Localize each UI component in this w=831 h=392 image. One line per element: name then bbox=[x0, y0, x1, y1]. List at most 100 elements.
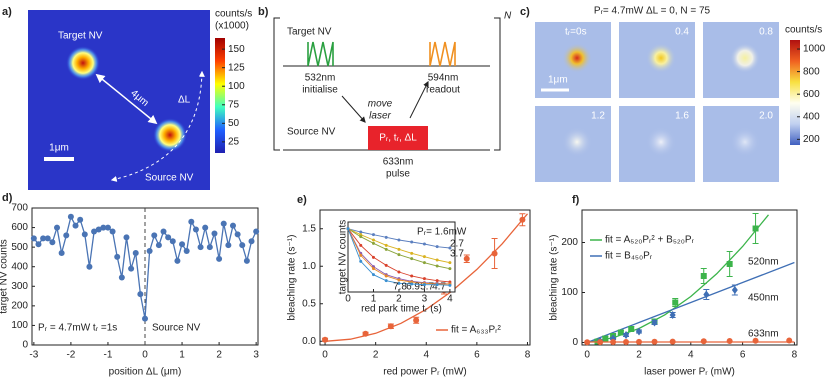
point bbox=[359, 235, 363, 239]
legend-label: 5.7 bbox=[420, 282, 434, 293]
point bbox=[384, 247, 388, 251]
point bbox=[422, 283, 426, 287]
point bbox=[435, 283, 439, 287]
legend-label: fit = B₄₅₀Pᵣ bbox=[605, 251, 653, 262]
point bbox=[703, 290, 710, 299]
point bbox=[410, 251, 414, 255]
frame-label: tᵣ=0s bbox=[565, 27, 587, 38]
point bbox=[435, 245, 439, 249]
y-tick-label: 700 bbox=[11, 203, 28, 214]
point bbox=[422, 261, 426, 265]
point bbox=[169, 238, 176, 245]
legend-label: Pᵣ= 1.6mW bbox=[417, 227, 467, 238]
spot bbox=[646, 43, 676, 73]
move-label: move bbox=[368, 99, 393, 110]
legend-label: 7.8 bbox=[393, 282, 407, 293]
legend-label: fit = A₆₃₃Pᵣ² bbox=[451, 325, 502, 336]
red-pulse bbox=[368, 126, 428, 150]
point bbox=[371, 255, 375, 259]
point bbox=[81, 231, 88, 238]
point bbox=[359, 230, 363, 234]
panel-title: Pᵣ= 4.7mW ΔL = 0, N = 75 bbox=[594, 6, 711, 17]
x-tick-label: 4 bbox=[688, 350, 694, 361]
pulse-params: Pᵣ, tᵣ, ΔL bbox=[379, 133, 417, 144]
point bbox=[118, 274, 125, 281]
point bbox=[672, 299, 679, 306]
point bbox=[44, 235, 51, 242]
point bbox=[519, 216, 526, 223]
point bbox=[104, 224, 111, 231]
point bbox=[216, 255, 223, 262]
legend-label: 3.7 bbox=[450, 249, 464, 260]
x-tick-label: 1 bbox=[371, 294, 377, 305]
y-tick-label: 0 bbox=[22, 340, 28, 351]
y-tick-label: 1.5 bbox=[302, 223, 316, 234]
point bbox=[435, 279, 439, 283]
colorbar-tick-label: 800 bbox=[803, 66, 820, 77]
point bbox=[397, 270, 401, 274]
point bbox=[91, 228, 98, 235]
point bbox=[410, 274, 414, 278]
fit-line bbox=[587, 214, 770, 344]
pulse-wavelength: 633nm bbox=[383, 157, 414, 168]
green-pulse bbox=[307, 41, 334, 67]
point bbox=[225, 242, 232, 249]
x-tick-label: 8 bbox=[792, 350, 798, 361]
init-label: initialise bbox=[302, 85, 338, 96]
point bbox=[700, 273, 707, 279]
point bbox=[371, 267, 375, 271]
point bbox=[322, 336, 329, 343]
colorbar-tick-label: 25 bbox=[228, 137, 240, 148]
point bbox=[229, 222, 236, 229]
legend-label: 450nm bbox=[748, 293, 779, 304]
spot bbox=[562, 127, 592, 157]
colorbar-tick-label: 50 bbox=[228, 118, 240, 129]
source-label: Source NV bbox=[145, 173, 194, 184]
point bbox=[146, 248, 153, 255]
x-tick-label: 2 bbox=[636, 350, 642, 361]
x-tick-label: -1 bbox=[103, 350, 112, 361]
point bbox=[397, 247, 401, 251]
x-tick-label: 6 bbox=[474, 350, 480, 361]
y-tick-label: 100 bbox=[561, 287, 578, 298]
point bbox=[410, 240, 414, 244]
point bbox=[584, 339, 591, 346]
x-tick-label: 0 bbox=[345, 294, 351, 305]
point bbox=[109, 228, 116, 235]
target-spot bbox=[66, 46, 100, 80]
pulse-label: pulse bbox=[386, 169, 410, 180]
point bbox=[371, 273, 375, 277]
point bbox=[448, 267, 452, 271]
point bbox=[174, 257, 181, 264]
point bbox=[410, 282, 414, 286]
colorbar-tick-label: 400 bbox=[803, 111, 820, 122]
legend-label: 4.7 bbox=[432, 282, 446, 293]
legend-label: 2.7 bbox=[450, 239, 464, 250]
x-axis-label: laser power Pᵣ (mW) bbox=[644, 367, 735, 378]
point bbox=[346, 227, 350, 231]
colorbar-tick-label: 1000 bbox=[803, 44, 826, 55]
point bbox=[435, 258, 439, 262]
x-tick-label: 0 bbox=[584, 350, 590, 361]
point bbox=[700, 338, 707, 345]
panel-label: c) bbox=[520, 6, 530, 18]
point bbox=[359, 253, 363, 257]
x-tick-label: 2 bbox=[373, 350, 379, 361]
point bbox=[123, 234, 130, 241]
point bbox=[669, 311, 676, 319]
x-tick-label: 0 bbox=[322, 350, 328, 361]
colorbar-tick-label: 200 bbox=[803, 134, 820, 145]
annotation: Pᵣ = 4.7mW tᵣ =1s bbox=[38, 323, 117, 334]
point bbox=[220, 220, 227, 227]
point bbox=[384, 279, 388, 283]
point bbox=[137, 291, 144, 298]
target-label: Target NV bbox=[287, 27, 332, 38]
x-tick-label: 0 bbox=[142, 350, 148, 361]
point bbox=[628, 326, 635, 332]
point bbox=[179, 241, 186, 248]
point bbox=[384, 263, 388, 267]
point bbox=[410, 257, 414, 261]
plot-frame bbox=[581, 209, 798, 346]
point bbox=[602, 335, 609, 342]
x-axis-label: red power Pᵣ (mW) bbox=[383, 367, 467, 378]
